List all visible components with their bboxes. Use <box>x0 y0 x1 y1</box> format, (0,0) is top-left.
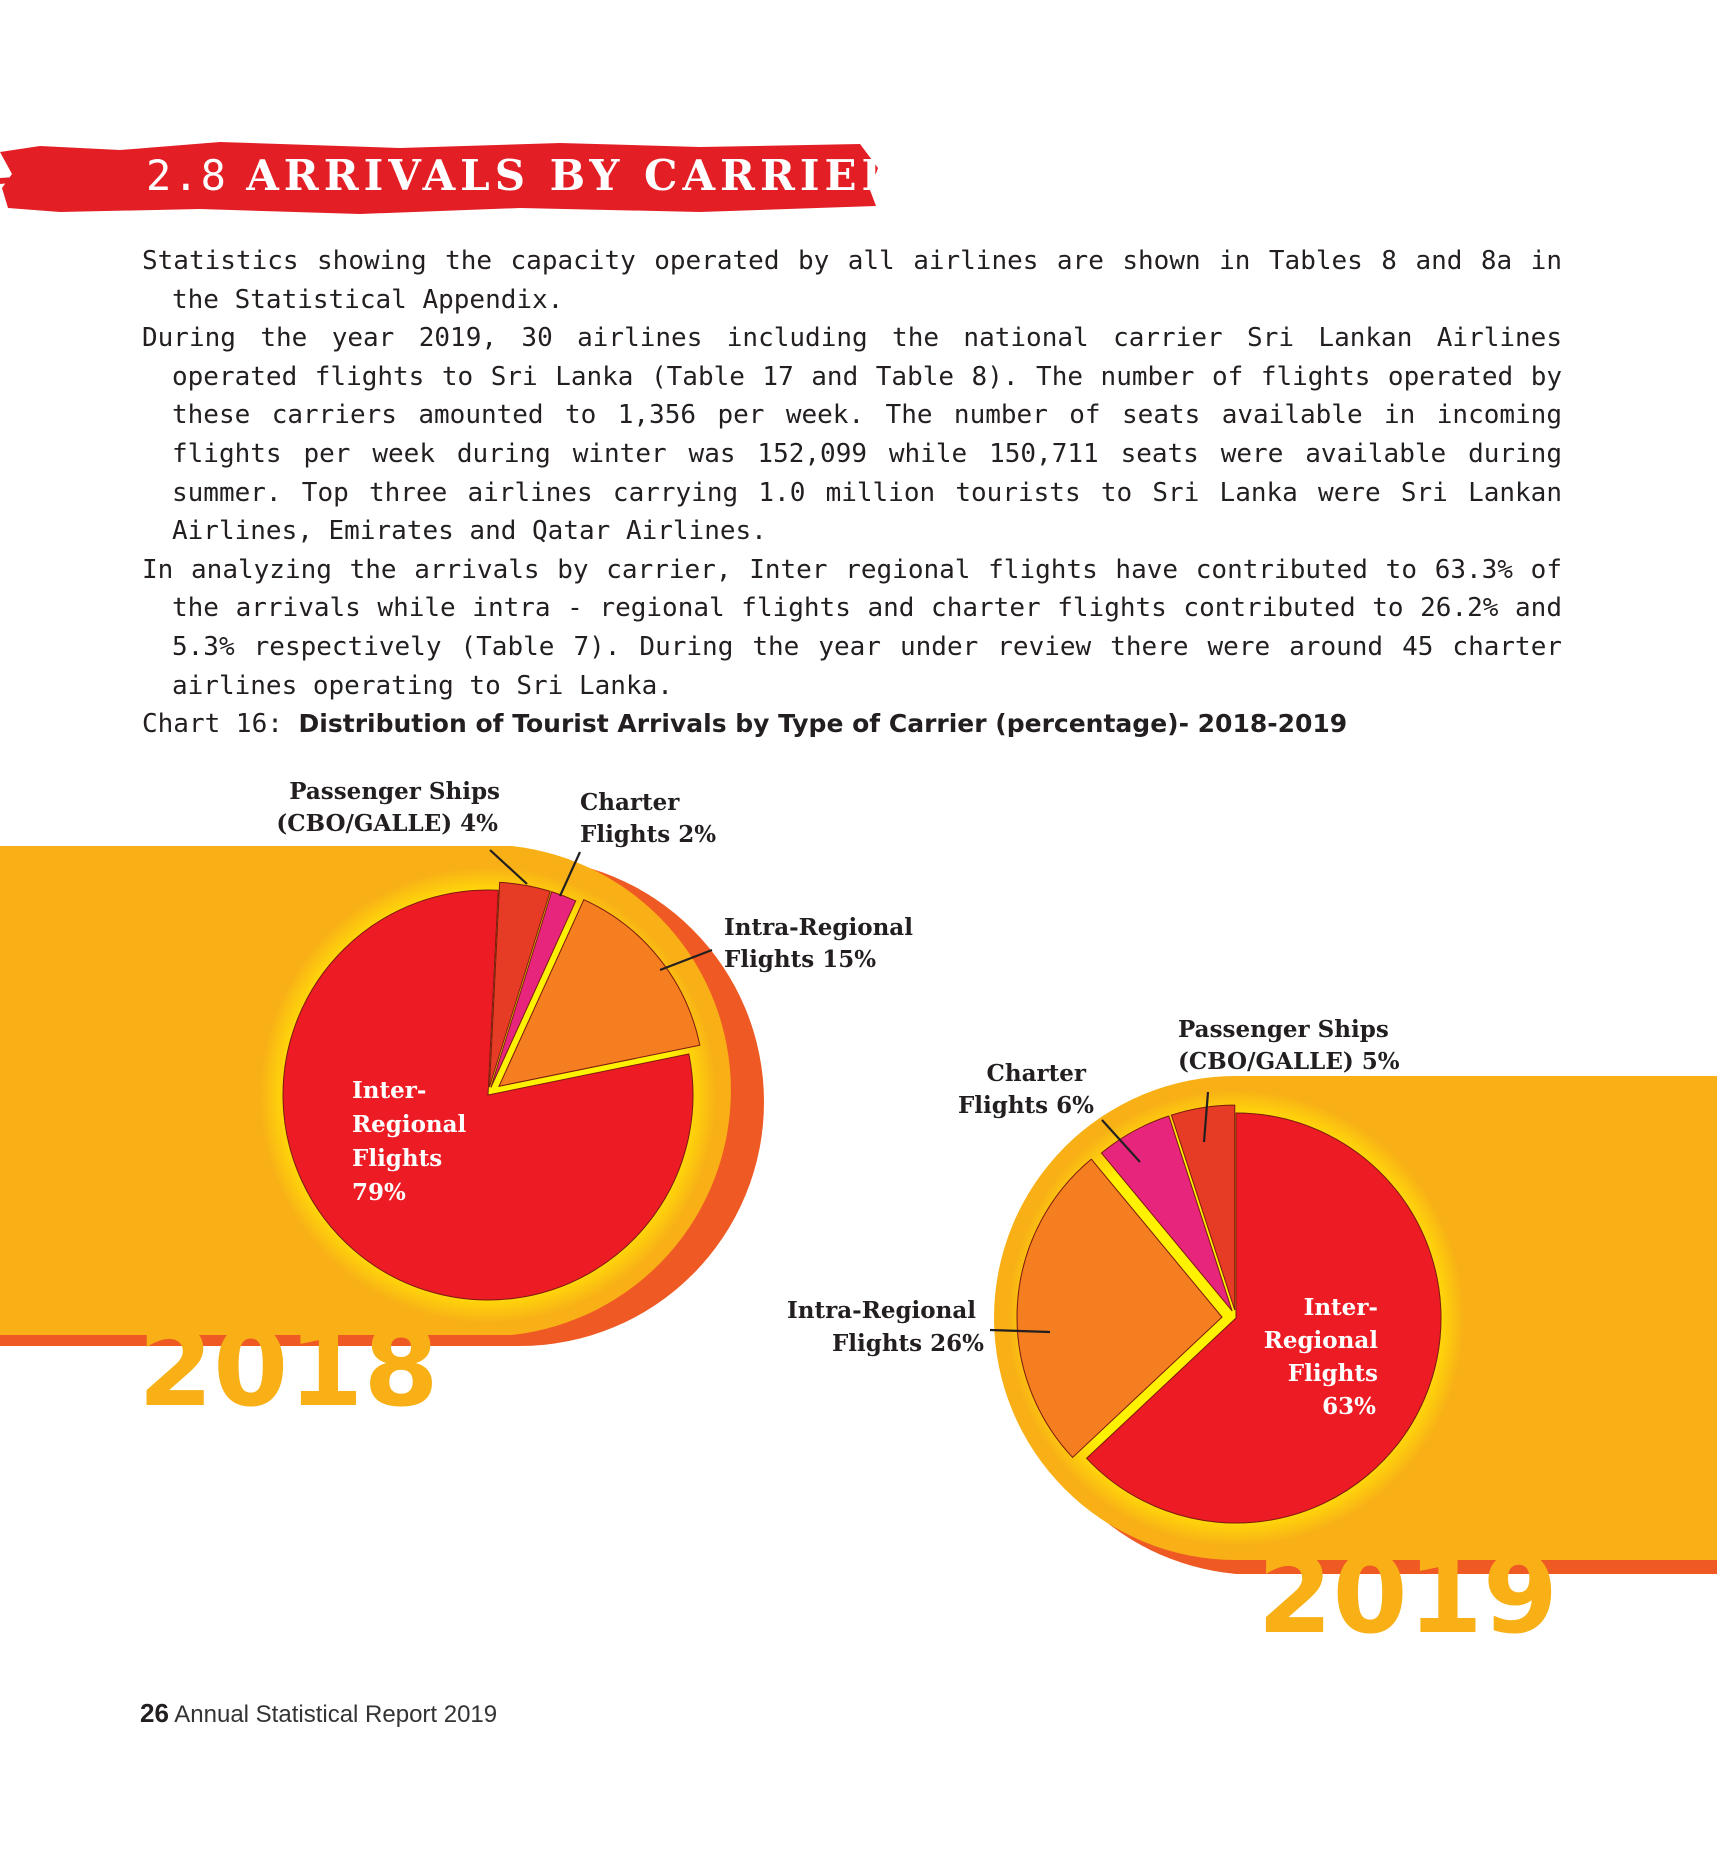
year-label-2018: 2018 <box>138 1306 439 1431</box>
body-text: Statistics showing the capacity operated… <box>142 242 1562 705</box>
pie-slice-passenger-ships <box>1170 1104 1236 1311</box>
label-2018-intra-regional: Intra-Regional Flights 15% <box>724 914 921 973</box>
label-2019-passenger-ships: Passenger Ships (CBO/GALLE) 5% <box>1178 1016 1400 1075</box>
paragraph: During the year 2019, 30 airlines includ… <box>142 323 1562 547</box>
pie-2019 <box>1016 1104 1442 1524</box>
chart-caption-prefix: Chart 16: <box>142 709 299 739</box>
paragraph: Statistics showing the capacity operated… <box>142 246 1562 315</box>
report-title: Annual Statistical Report 2019 <box>174 1701 498 1728</box>
leader-line <box>558 851 582 897</box>
section-banner: 2.8 ARRIVALS BY CARRIER <box>0 138 896 216</box>
pie-slice-intra-regional <box>498 899 701 1087</box>
label-2018-charter: Charter Flights 2% <box>580 789 716 848</box>
pie-slice-intra-regional <box>1016 1158 1223 1459</box>
label-2019-intra-regional: Intra-Regional Flights 26% <box>787 1297 984 1357</box>
leader-line <box>659 948 713 972</box>
brush-stroke-background <box>0 142 878 214</box>
section-title: ARRIVALS BY CARRIER <box>246 151 902 200</box>
page-number: 26 <box>140 1698 169 1728</box>
year-label-2019: 2019 <box>1257 1533 1558 1658</box>
page-footer: 26 Annual Statistical Report 2019 <box>140 1698 497 1729</box>
leader-line <box>489 849 528 885</box>
chart-caption-title: Distribution of Tourist Arrivals by Type… <box>298 709 1348 738</box>
leader-lines <box>489 849 1210 1334</box>
label-2018-passenger-ships: Passenger Ships (CBO/GALLE) 4% <box>276 778 508 837</box>
label-2019-inter-regional: Inter- Regional Flights 63% <box>1264 1294 1386 1420</box>
leader-line <box>1202 1091 1210 1143</box>
section-number: 2.8 <box>146 151 228 200</box>
pie-slice-inter-regional <box>282 889 694 1301</box>
pie-slice-inter-regional <box>1085 1112 1442 1524</box>
pie-2018 <box>282 881 701 1301</box>
pie-slice-passenger-ships <box>488 881 551 1088</box>
label-2018-inter-regional: Inter- Regional Flights 79% <box>352 1077 474 1206</box>
pie-slice-charter <box>1100 1115 1233 1312</box>
pie-slice-charter <box>490 891 577 1088</box>
leader-line <box>1101 1119 1141 1163</box>
label-2019-charter: Charter Flights 6% <box>958 1060 1094 1119</box>
leader-line <box>989 1328 1051 1334</box>
section-heading: 2.8 ARRIVALS BY CARRIER <box>146 148 901 204</box>
paragraph: In analyzing the arrivals by carrier, In… <box>142 554 1562 701</box>
chart-caption: Chart 16: Distribution of Tourist Arriva… <box>142 706 1347 742</box>
